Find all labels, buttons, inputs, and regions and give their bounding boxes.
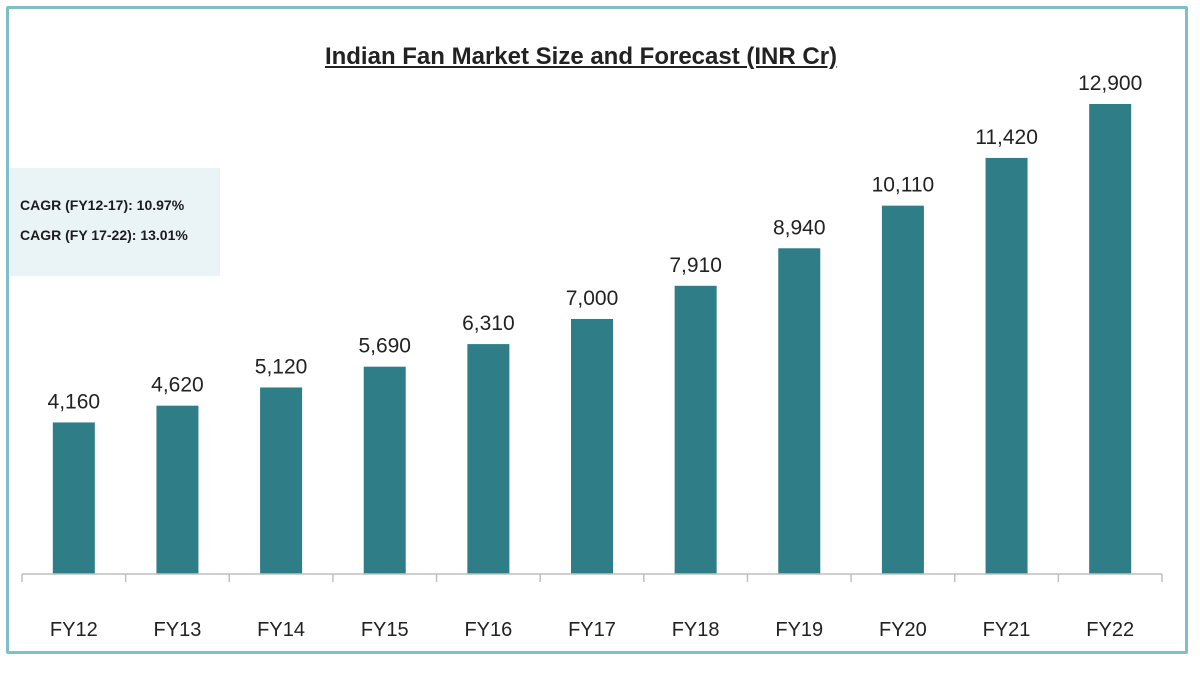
bar-fy16 — [467, 344, 510, 574]
x-tick-label-fy17: FY17 — [568, 619, 616, 641]
bar-fy15 — [363, 366, 406, 574]
data-label-fy18: 7,910 — [669, 254, 722, 277]
data-label-fy14: 5,120 — [255, 355, 308, 378]
bar-fy19 — [778, 248, 821, 575]
bar-fy22 — [1089, 104, 1132, 574]
data-label-fy19: 8,940 — [773, 216, 826, 239]
x-tick-label-fy16: FY16 — [464, 619, 512, 641]
cagr-annotation-2: CAGR (FY 17-22): 13.01% — [20, 227, 188, 243]
data-labels-layer: 4,160 4,620 5,120 5,690 6,310 7,000 7,910 8,940… — [48, 72, 1143, 413]
bars-layer — [52, 104, 1132, 575]
x-tick-label-fy22: FY22 — [1086, 619, 1134, 641]
cagr-annotation-box: CAGR (FY12-17): 10.97% CAGR (FY 17-22): … — [10, 168, 220, 276]
x-tick-label-fy21: FY21 — [983, 619, 1031, 641]
data-label-fy17: 7,000 — [566, 287, 619, 310]
cagr-annotation-1: CAGR (FY12-17): 10.97% — [20, 197, 185, 213]
bar-fy18 — [674, 285, 717, 574]
x-tick-label-fy18: FY18 — [672, 619, 720, 641]
data-label-fy13: 4,620 — [151, 374, 204, 397]
bar-fy20 — [881, 205, 924, 574]
data-label-fy12: 4,160 — [48, 390, 101, 413]
bar-fy14 — [260, 387, 303, 574]
data-label-fy20: 10,110 — [872, 174, 935, 197]
x-tick-label-fy19: FY19 — [775, 619, 823, 641]
x-tick-label-fy13: FY13 — [154, 619, 202, 641]
x-tick-label-fy14: FY14 — [257, 619, 305, 641]
x-tick-label-fy15: FY15 — [361, 619, 409, 641]
bar-fy12 — [52, 422, 95, 574]
data-label-fy16: 6,310 — [462, 312, 515, 335]
chart-title: Indian Fan Market Size and Forecast (INR… — [324, 43, 838, 70]
data-label-fy22: 12,900 — [1078, 72, 1142, 95]
data-label-fy21: 11,420 — [975, 126, 1038, 149]
data-label-fy15: 5,690 — [358, 335, 411, 358]
bar-fy17 — [571, 318, 613, 574]
x-tick-label-fy12: FY12 — [50, 619, 98, 641]
bar-fy21 — [985, 157, 1028, 574]
x-tick-label-fy20: FY20 — [879, 619, 927, 641]
x-axis: FY12 FY13 FY14 FY15 FY16 FY17 FY18 FY19 FY20 FY21… — [21, 573, 1163, 641]
bar-fy13 — [156, 405, 199, 574]
